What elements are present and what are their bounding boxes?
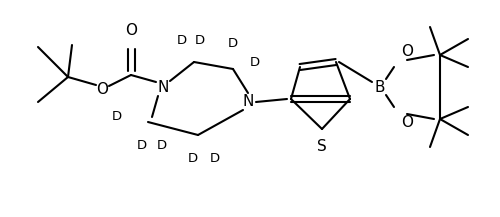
Text: D: D <box>177 34 187 47</box>
Text: O: O <box>125 23 137 38</box>
Text: D: D <box>210 152 220 165</box>
Text: B: B <box>375 79 385 94</box>
Text: D: D <box>228 37 238 50</box>
Text: N: N <box>158 79 168 94</box>
Text: S: S <box>317 139 327 154</box>
Text: D: D <box>137 139 147 152</box>
Text: D: D <box>112 110 122 123</box>
Text: D: D <box>250 56 260 69</box>
Text: O: O <box>401 44 413 59</box>
Text: O: O <box>401 115 413 130</box>
Text: D: D <box>157 139 167 152</box>
Text: D: D <box>195 34 205 47</box>
Text: D: D <box>188 152 198 165</box>
Text: N: N <box>242 94 254 110</box>
Text: O: O <box>96 82 108 97</box>
